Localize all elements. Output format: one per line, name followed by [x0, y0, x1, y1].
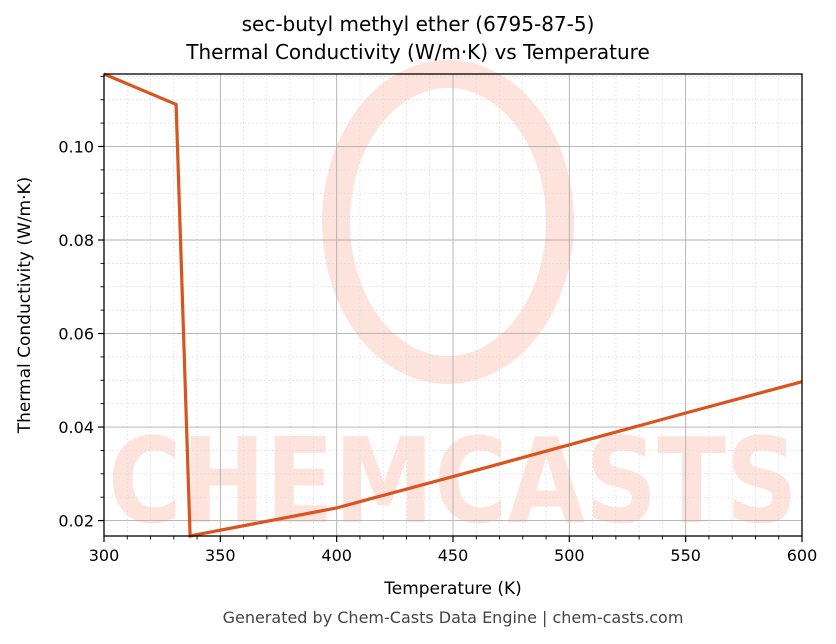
- svg-text:350: 350: [205, 546, 236, 565]
- svg-text:400: 400: [321, 546, 352, 565]
- footer-credit: Generated by Chem-Casts Data Engine | ch…: [222, 608, 684, 627]
- chart-title-line2: Thermal Conductivity (W/m·K) vs Temperat…: [186, 40, 650, 64]
- svg-text:550: 550: [670, 546, 701, 565]
- svg-text:300: 300: [89, 546, 120, 565]
- svg-text:600: 600: [787, 546, 818, 565]
- y-axis-label: Thermal Conductivity (W/m·K): [15, 177, 35, 435]
- axis-ticks: [98, 75, 803, 542]
- x-axis-label: Temperature (K): [383, 579, 522, 599]
- svg-text:0.10: 0.10: [58, 137, 94, 156]
- data-line: [103, 72, 803, 538]
- chart-title-line1: sec-butyl methyl ether (6795-87-5): [241, 12, 595, 36]
- svg-text:0.02: 0.02: [58, 512, 94, 531]
- svg-text:450: 450: [438, 546, 469, 565]
- svg-text:0.08: 0.08: [58, 231, 94, 250]
- svg-text:500: 500: [554, 546, 585, 565]
- tick-labels: 300 350 400 450 500 550 600 0.02 0.04 0.06 0.08 0.1…: [58, 137, 817, 565]
- svg-text:0.06: 0.06: [58, 325, 94, 344]
- svg-text:0.04: 0.04: [58, 418, 94, 437]
- major-grid: [103, 74, 803, 536]
